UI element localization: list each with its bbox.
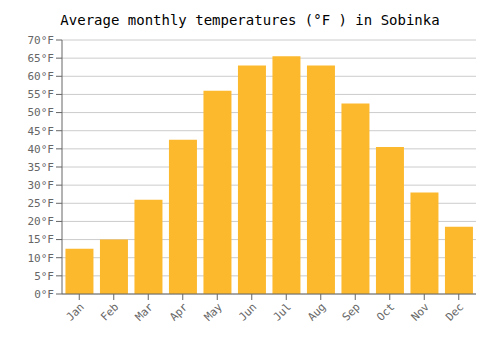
- svg-text:Apr: Apr: [167, 300, 191, 324]
- svg-text:45°F: 45°F: [28, 125, 55, 138]
- svg-text:15°F: 15°F: [28, 233, 55, 246]
- svg-text:65°F: 65°F: [28, 52, 55, 65]
- svg-text:10°F: 10°F: [28, 252, 55, 265]
- svg-text:Jun: Jun: [236, 300, 259, 323]
- svg-text:0°F: 0°F: [34, 288, 54, 301]
- svg-text:50°F: 50°F: [28, 106, 55, 119]
- svg-text:Nov: Nov: [409, 300, 433, 324]
- svg-text:35°F: 35°F: [28, 161, 55, 174]
- svg-text:Dec: Dec: [443, 300, 466, 323]
- svg-text:25°F: 25°F: [28, 197, 55, 210]
- svg-text:Jan: Jan: [64, 300, 87, 323]
- svg-text:May: May: [202, 300, 226, 324]
- svg-text:Feb: Feb: [98, 300, 121, 323]
- svg-text:55°F: 55°F: [28, 88, 55, 101]
- svg-text:5°F: 5°F: [34, 270, 54, 283]
- svg-text:60°F: 60°F: [28, 70, 55, 83]
- html-text:Average monthly temperatures (: Average monthly temperatures (°F ) in So…: [60, 12, 440, 28]
- svg-text:Oct: Oct: [374, 300, 397, 323]
- svg-text:Jul: Jul: [271, 300, 294, 323]
- svg-text:20°F: 20°F: [28, 215, 55, 228]
- svg-text:30°F: 30°F: [28, 179, 55, 192]
- svg-text:70°F: 70°F: [28, 34, 55, 47]
- svg-text:Sep: Sep: [340, 300, 363, 323]
- svg-text:Mar: Mar: [133, 300, 157, 324]
- svg-text:40°F: 40°F: [28, 143, 55, 156]
- svg-text:Aug: Aug: [305, 300, 328, 323]
